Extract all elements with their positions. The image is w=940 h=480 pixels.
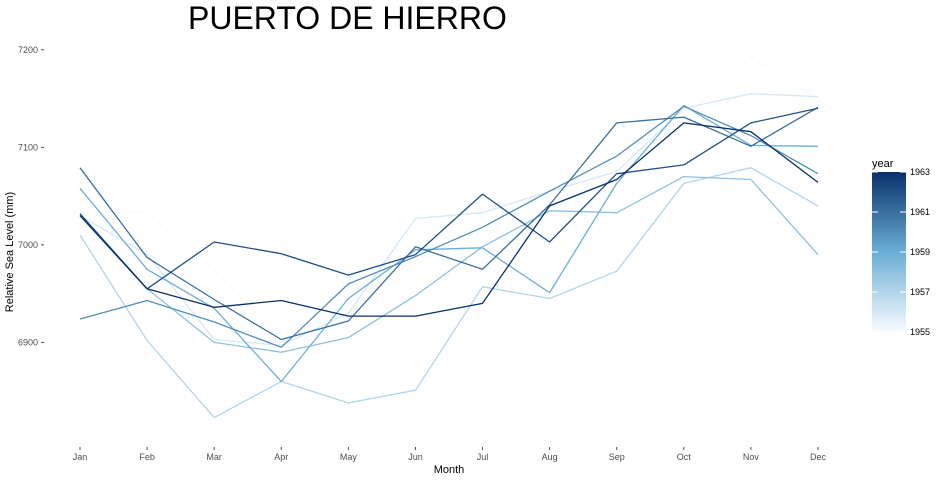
legend-tick-label: 1961 — [910, 207, 930, 217]
x-tick-label: Sep — [609, 452, 625, 462]
series-lines — [79, 55, 819, 419]
colorbar-legend: year 1963 1961 1959 1957 1955 — [872, 158, 930, 337]
chart-title: PUERTO DE HIERRO — [188, 0, 507, 36]
series-line-1960 — [79, 105, 819, 348]
y-tick-label: 7000 — [18, 240, 38, 250]
x-tick-label: May — [340, 452, 358, 462]
legend-tick-label: 1957 — [910, 287, 930, 297]
x-tick-label: Aug — [542, 452, 558, 462]
x-tick-label: Nov — [743, 452, 760, 462]
x-axis: Jan Feb Mar Apr May Jun Jul Aug Sep Oct Nov Dec — [73, 447, 827, 462]
y-axis-title: Relative Sea Level (mm) — [4, 192, 16, 312]
x-tick-label: Jul — [477, 452, 489, 462]
x-tick-label: Jan — [73, 452, 88, 462]
x-tick-label: Dec — [810, 452, 827, 462]
series-line-1961 — [79, 106, 819, 341]
legend-tick-label: 1963 — [910, 167, 930, 177]
legend-tick-label: 1959 — [910, 247, 930, 257]
legend-ticks: 1963 1961 1959 1957 1955 — [872, 167, 930, 337]
legend-tick-label: 1955 — [910, 327, 930, 337]
y-tick-label: 6900 — [18, 337, 38, 347]
x-tick-label: Jun — [408, 452, 423, 462]
series-line-1956 — [79, 93, 819, 347]
y-axis: 6900 7000 7100 7200 — [18, 45, 44, 347]
x-tick-label: Mar — [206, 452, 222, 462]
series-line-1957 — [79, 167, 819, 419]
x-tick-label: Feb — [139, 452, 155, 462]
series-line-1959 — [79, 104, 819, 383]
x-tick-label: Oct — [677, 452, 692, 462]
series-line-1958 — [79, 175, 819, 353]
series-line-1955 — [80, 55, 819, 344]
x-axis-title: Month — [434, 464, 465, 476]
y-tick-label: 7100 — [18, 142, 38, 152]
x-tick-label: Apr — [274, 452, 288, 462]
series-line-1962 — [79, 107, 819, 290]
y-tick-label: 7200 — [18, 45, 38, 55]
series-line-1963 — [79, 122, 819, 317]
legend-title: year — [872, 158, 894, 170]
